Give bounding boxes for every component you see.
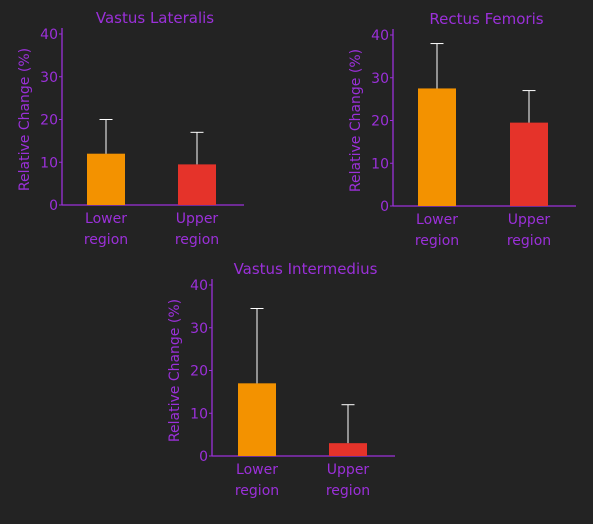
y-tick-label: 30	[40, 70, 58, 86]
category-label: region	[415, 233, 459, 249]
y-tick-label: 10	[371, 156, 389, 172]
y-axis-label: Relative Change (%)	[348, 49, 364, 192]
category-label: Upper	[508, 212, 551, 228]
chart-title: Rectus Femoris	[429, 10, 543, 28]
category-label: Lower	[416, 212, 458, 228]
chart-panel-1: Vastus Lateralis Relative Change (%) 0 10 20…	[17, 9, 244, 248]
y-tick-label: 30	[371, 71, 389, 87]
category-label: region	[235, 483, 279, 499]
bar-0	[87, 153, 125, 205]
bar-0	[418, 88, 456, 206]
y-tick-label: 20	[371, 114, 389, 130]
chart-title: Vastus Lateralis	[96, 9, 214, 27]
category-label: Upper	[327, 462, 370, 478]
y-tick-label: 20	[190, 364, 208, 380]
y-tick-label: 30	[190, 321, 208, 337]
category-label: region	[84, 232, 128, 248]
bar-1	[178, 164, 216, 205]
y-tick-label: 40	[371, 28, 389, 44]
y-tick-label: 0	[199, 449, 208, 465]
y-tick-label: 40	[190, 278, 208, 294]
chart-panel-2: Rectus Femoris Relative Change (%) 0 10 20 30…	[348, 10, 576, 249]
category-label: Upper	[176, 211, 219, 227]
y-tick-label: 10	[40, 155, 58, 171]
y-axis-label: Relative Change (%)	[17, 48, 33, 191]
bar-1	[329, 443, 367, 456]
category-label: region	[326, 483, 370, 499]
chart-title: Vastus Intermedius	[234, 260, 378, 278]
y-tick-label: 0	[380, 199, 389, 215]
y-axis-label: Relative Change (%)	[167, 299, 183, 442]
chart-panel-3: Vastus Intermedius Relative Change (%) 0 10…	[167, 260, 395, 499]
category-label: region	[175, 232, 219, 248]
y-tick-label: 20	[40, 113, 58, 129]
bar-1	[510, 122, 548, 206]
bar-0	[238, 383, 276, 456]
category-label: Lower	[236, 462, 278, 478]
category-label: region	[507, 233, 551, 249]
y-tick-label: 10	[190, 406, 208, 422]
y-tick-label: 0	[49, 198, 58, 214]
y-tick-label: 40	[40, 27, 58, 43]
category-label: Lower	[85, 211, 127, 227]
